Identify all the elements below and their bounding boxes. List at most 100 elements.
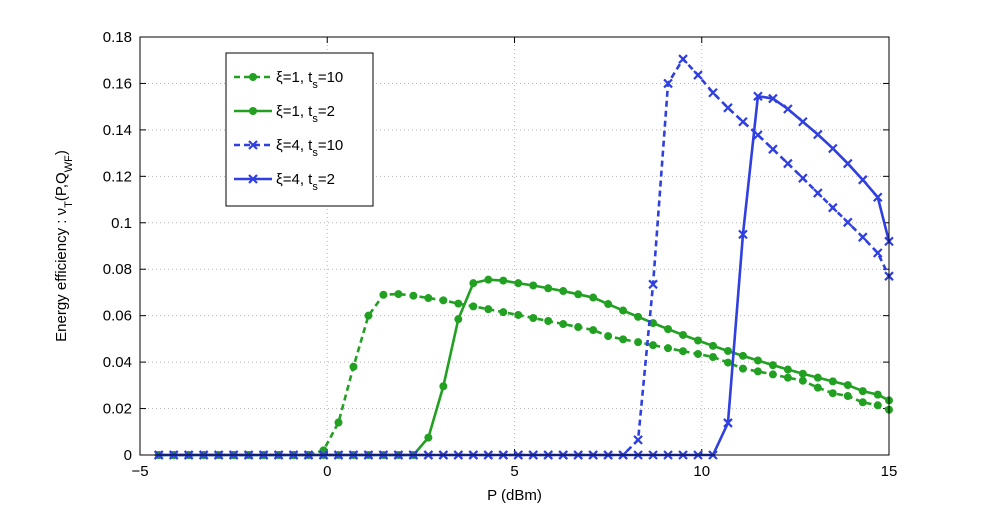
data-point [694, 349, 703, 358]
data-point [858, 398, 867, 407]
data-point [768, 93, 778, 104]
y-tick-label: 0.06 [103, 308, 132, 325]
data-point [349, 362, 358, 371]
data-point [768, 370, 777, 379]
data-point [723, 418, 733, 428]
data-point [604, 332, 613, 341]
data-point [753, 367, 762, 376]
legend-marker [248, 174, 258, 184]
data-point [694, 336, 703, 345]
data-point [828, 143, 838, 154]
data-point [783, 365, 792, 374]
legend-entry: ξ=4, ts=2 [234, 171, 335, 193]
data-point [843, 381, 852, 390]
axis-ticks: −5 0 5 10 1500.020.040.060.080.10.120.140.16… [103, 29, 898, 480]
series-line [158, 292, 890, 457]
plot-frame [139, 36, 890, 456]
data-point [768, 361, 777, 370]
data-point [783, 158, 793, 169]
data-point [753, 91, 763, 101]
data-point [484, 305, 493, 314]
x-tick-label: 15 [881, 463, 898, 480]
data-point [499, 276, 508, 285]
data-point [574, 323, 583, 332]
series-1 [154, 290, 893, 459]
data-point [858, 232, 868, 242]
data-point [828, 377, 837, 386]
data-point [514, 279, 523, 288]
data-point [708, 353, 717, 362]
data-point [649, 341, 658, 350]
data-point [723, 103, 733, 113]
legend-entry: ξ=1, ts=2 [234, 103, 335, 125]
data-point [439, 382, 448, 391]
legend-label: ξ=1, ts=2 [276, 103, 335, 125]
data-point [544, 317, 553, 326]
data-point [619, 335, 628, 344]
data-point [469, 302, 478, 311]
data-point [409, 291, 418, 300]
data-point [738, 116, 748, 127]
legend-marker [248, 140, 258, 150]
data-point [723, 358, 732, 367]
data-point [334, 418, 343, 427]
data-point [559, 287, 568, 296]
series-line [158, 278, 890, 457]
series-2 [154, 275, 893, 459]
data-point [394, 290, 403, 299]
data-point [813, 129, 823, 140]
data-point [678, 54, 688, 64]
data-point [664, 325, 673, 334]
data-point [828, 389, 837, 398]
y-tick-label: 0.16 [103, 75, 132, 92]
data-point [529, 313, 538, 322]
x-tick-label: 5 [510, 463, 518, 480]
data-point [753, 356, 762, 365]
data-point [664, 344, 673, 353]
data-point [604, 300, 613, 309]
data-point [559, 320, 568, 329]
data-point [873, 401, 882, 410]
legend-entry: ξ=1, ts=10 [234, 69, 343, 91]
data-point [589, 326, 598, 335]
data-point [798, 116, 808, 127]
data-point [484, 275, 493, 284]
data-point [708, 87, 718, 98]
data-point [424, 433, 433, 442]
data-point [872, 248, 883, 258]
y-tick-label: 0.1 [111, 215, 132, 232]
data-point [499, 308, 508, 317]
data-point [589, 293, 598, 302]
x-tick-label: −5 [131, 463, 148, 480]
data-point [469, 279, 478, 288]
data-point [529, 281, 538, 290]
x-tick-label: 0 [323, 463, 331, 480]
data-point [544, 284, 553, 293]
y-tick-label: 0.04 [103, 354, 132, 371]
y-tick-label: 0.02 [103, 401, 132, 418]
x-tick-label: 10 [693, 463, 710, 480]
data-point [379, 290, 388, 299]
y-tick-label: 0.14 [103, 122, 132, 139]
data-point [858, 175, 868, 185]
legend-marker [249, 107, 257, 115]
data-point [619, 306, 628, 315]
data-point [738, 229, 748, 240]
data-point [454, 299, 463, 308]
data-point [738, 364, 747, 373]
data-point [828, 202, 838, 213]
data-point [634, 338, 643, 347]
data-point [648, 279, 658, 290]
data-point [813, 383, 822, 392]
y-tick-label: 0 [124, 447, 132, 464]
legend-label: ξ=4, ts=10 [276, 137, 343, 159]
data-point [768, 144, 778, 154]
y-tick-label: 0.08 [103, 261, 132, 278]
data-point [798, 376, 807, 385]
data-point [439, 296, 448, 305]
legend-label: ξ=1, ts=10 [276, 69, 343, 91]
data-point [649, 319, 658, 328]
data-point [634, 312, 643, 321]
y-axis-label: Energy efficiency : νT(P,QWF) [53, 150, 75, 342]
